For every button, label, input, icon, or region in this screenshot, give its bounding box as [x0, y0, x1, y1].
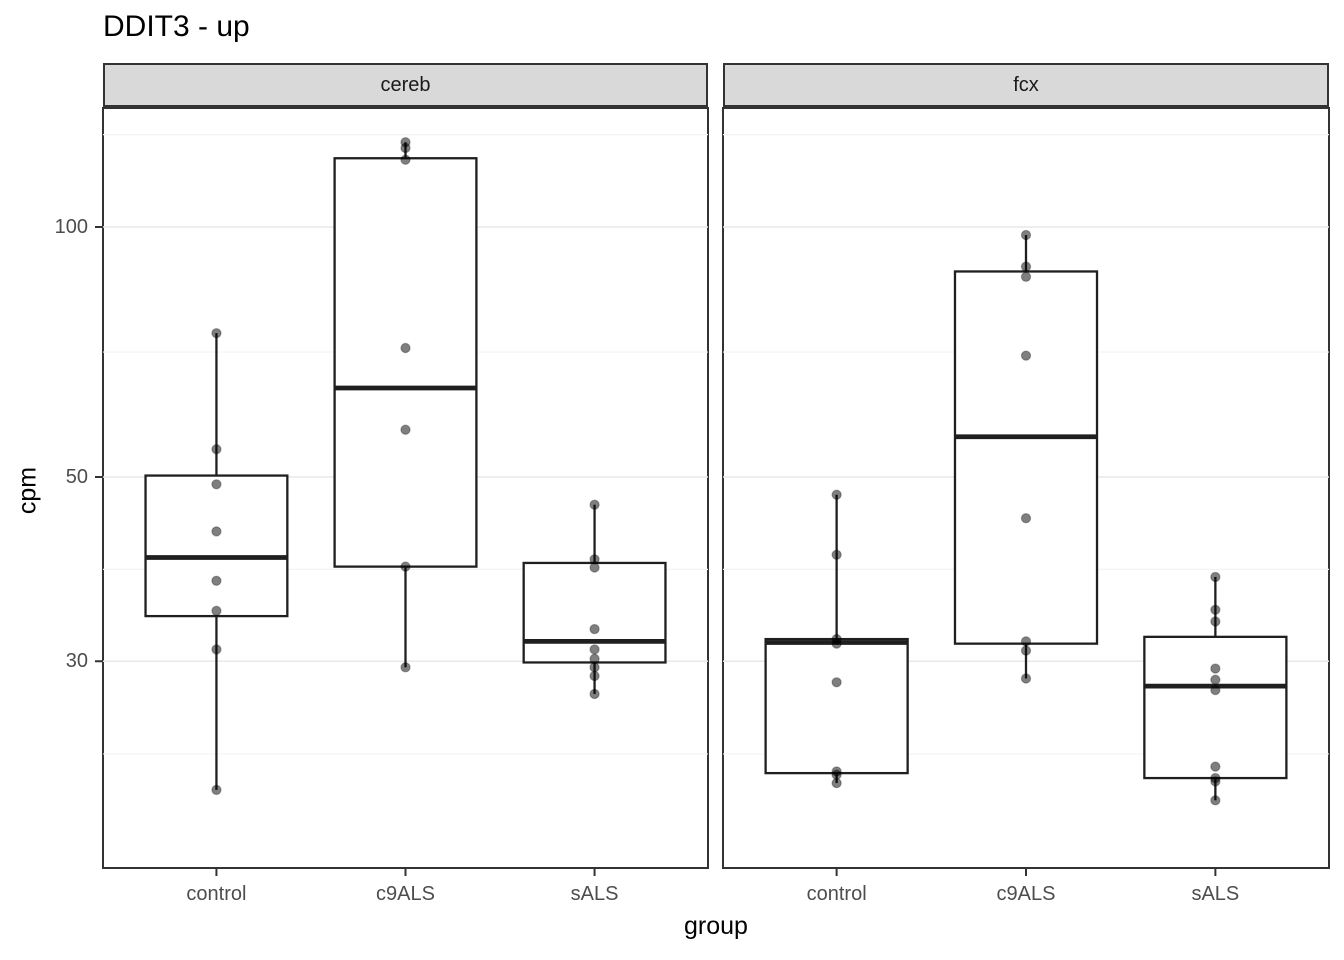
boxplot-box: [144, 474, 289, 618]
boxplot-box: [764, 637, 909, 775]
data-point: [211, 605, 222, 617]
data-point: [1210, 571, 1221, 583]
x-tick-label: control: [806, 883, 867, 905]
data-point: [1210, 684, 1221, 696]
data-point: [211, 479, 222, 490]
x-axis-title: group: [684, 912, 748, 940]
data-point: [831, 777, 842, 789]
facet-strip-fcx: fcx: [723, 63, 1329, 107]
x-tick-label: c9ALS: [376, 883, 435, 905]
data-point: [1210, 761, 1221, 772]
y-tick-label: 30: [65, 650, 88, 673]
data-point: [589, 499, 600, 510]
boxplot-box: [1143, 635, 1288, 780]
data-point: [1020, 271, 1032, 283]
data-point: [1020, 350, 1032, 361]
data-point: [831, 549, 842, 560]
data-point: [400, 424, 411, 435]
data-point: [1020, 645, 1032, 656]
chart-title: DDIT3 - up: [103, 10, 250, 43]
data-point: [211, 784, 222, 796]
data-point: [211, 526, 222, 537]
x-tick-label: control: [186, 883, 247, 905]
data-point: [831, 677, 842, 688]
data-point: [589, 562, 600, 573]
facet-strip-label: fcx: [1013, 73, 1039, 96]
data-point: [211, 444, 222, 455]
data-point: [831, 489, 842, 500]
data-point: [1020, 673, 1032, 684]
data-point: [589, 662, 600, 673]
x-tick-label: c9ALS: [996, 883, 1056, 905]
data-point: [1210, 663, 1221, 674]
data-point: [1020, 229, 1032, 241]
x-tick-label: sALS: [570, 883, 619, 905]
data-point: [1210, 795, 1221, 806]
facet-strip-label: cereb: [380, 73, 431, 96]
data-point: [1210, 674, 1221, 685]
data-point: [211, 327, 222, 339]
data-point: [400, 142, 411, 154]
boxplot-box: [333, 157, 478, 568]
data-point: [1020, 636, 1032, 647]
data-point: [589, 623, 600, 635]
data-point: [211, 644, 222, 655]
data-point: [400, 662, 411, 673]
data-point: [589, 644, 600, 655]
data-point: [589, 653, 600, 665]
data-point: [589, 670, 600, 682]
data-point: [589, 688, 600, 700]
data-point: [1210, 776, 1221, 787]
boxplot-box: [953, 270, 1099, 645]
y-tick-label: 100: [54, 216, 88, 238]
data-point: [211, 575, 222, 586]
data-point: [831, 638, 842, 649]
data-point: [400, 154, 411, 165]
data-point: [1210, 616, 1221, 627]
data-point: [1020, 261, 1032, 272]
data-point: [1020, 513, 1032, 524]
data-point: [400, 342, 411, 354]
facet-strip-cereb: cereb: [103, 63, 708, 107]
data-point: [400, 561, 411, 572]
y-tick-label: 50: [65, 466, 88, 488]
data-point: [1210, 604, 1221, 615]
x-tick-label: sALS: [1191, 883, 1240, 905]
